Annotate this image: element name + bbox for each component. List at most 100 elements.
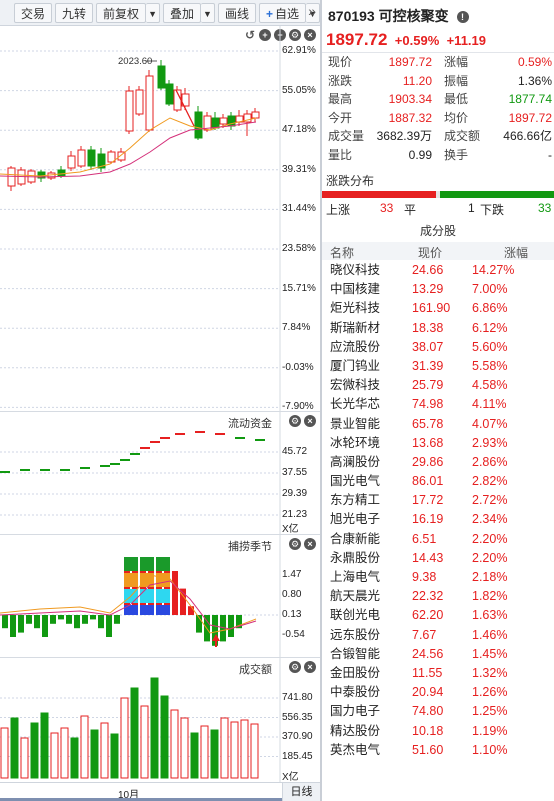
capture-bar [236,615,242,629]
list-item[interactable]: 联创光电 62.20 1.63% [322,606,554,625]
volume-bar [130,687,139,779]
candle-body [77,149,86,167]
watchlist-button[interactable]: + 自选 [259,2,307,23]
quote-key: 今开 [328,110,353,125]
settings-icon[interactable]: ⚙ [289,661,301,673]
settings-icon[interactable]: ⚙ [289,415,301,427]
header-price[interactable]: 现价 [418,246,443,260]
kline-pane[interactable]: ↺ + − ⚙ × 2023.60 62.91%55.05%47.18%39.3… [0,26,320,412]
list-item[interactable]: 东方精工 17.72 2.72% [322,491,554,510]
component-pct: 2.93% [472,435,508,450]
zoom-in-icon[interactable]: + [259,29,271,41]
component-pct: 1.45% [472,646,508,661]
list-item[interactable]: 金田股份 11.55 1.32% [322,664,554,683]
volume-pane[interactable]: 成交额 ⚙ × 741.80 556.35 370.90 185.45 X亿 [0,658,320,783]
quote-value: 0.99 [408,147,432,162]
capture-pane[interactable]: 捕捞季节 ⚙ × 1.47 0.80 0.13 -0.54 [0,535,320,658]
list-item[interactable]: 航天晨光 22.32 1.82% [322,587,554,606]
double-chevron-right-icon[interactable]: » [308,3,316,19]
capture-bar [188,606,194,615]
plus-icon: + [266,6,274,21]
y-tick-label: 31.44% [282,203,316,215]
settings-icon[interactable]: ⚙ [289,538,301,550]
draw-line-button[interactable]: 画线 [218,2,257,23]
list-item[interactable]: 冰轮环境 13.68 2.93% [322,434,554,453]
list-item[interactable]: 应流股份 38.07 5.60% [322,338,554,357]
list-item[interactable]: 英杰电气 51.60 1.10% [322,741,554,760]
capture-line-a [0,574,257,634]
overlay-button[interactable]: 叠加 [163,2,202,23]
component-price: 20.94 [412,685,444,700]
capture-bar [18,615,24,633]
component-price: 74.98 [412,397,444,412]
candle-body [87,149,96,167]
component-price: 16.19 [412,512,444,527]
distribution-counts: 上涨 33 平 1 下跌 33 [322,201,554,217]
list-item[interactable]: 国力电子 74.80 1.25% [322,702,554,721]
component-name: 东方精工 [330,493,381,508]
watchlist-dropdown-icon[interactable]: ▼ [306,2,321,23]
settings-icon[interactable]: ⚙ [289,29,301,41]
header-pct[interactable]: 涨幅 [504,246,529,260]
volume-bar [100,722,109,779]
fund-flow-pane[interactable]: 流动资金 ⚙ × 45.72 37.55 29.39 21.23 X亿 [0,412,320,535]
overlay-dropdown-icon[interactable]: ▼ [201,2,215,23]
nine-turn-button[interactable]: 九转 [55,2,94,23]
list-item[interactable]: 合锻智能 24.56 1.45% [322,645,554,664]
adjust-dropdown-icon[interactable]: ▼ [146,2,161,23]
list-item[interactable]: 长光华芯 74.98 4.11% [322,395,554,414]
component-pct: 6.86% [472,301,508,316]
component-price: 24.66 [412,263,444,277]
list-item[interactable]: 中国核建 13.29 7.00% [322,280,554,299]
capture-chart [0,535,281,658]
quote-value: 11.20 [402,73,432,88]
component-pct: 7.00% [472,282,508,297]
list-item[interactable]: 远东股份 7.67 1.46% [322,626,554,645]
close-icon[interactable]: × [304,661,316,673]
list-item[interactable]: 高澜股份 29.86 2.86% [322,453,554,472]
component-name: 国光电气 [330,474,381,489]
header-name[interactable]: 名称 [330,246,355,260]
panel-divider[interactable] [320,0,322,801]
adjust-button[interactable]: 前复权 [96,2,147,23]
time-axis: 10月 日线 [0,782,320,801]
list-item[interactable]: 永鼎股份 14.43 2.20% [322,549,554,568]
y-tick-label: 55.05% [282,84,316,96]
trade-button[interactable]: 交易 [14,2,53,23]
up-count: 33 [380,201,394,215]
list-item[interactable]: 厦门钨业 31.39 5.58% [322,357,554,376]
capture-bar [114,615,120,624]
list-item[interactable]: 上海电气 9.38 2.18% [322,568,554,587]
close-icon[interactable]: × [304,415,316,427]
list-item[interactable]: 合康新能 6.51 2.20% [322,530,554,549]
capture-bar [34,615,40,629]
component-name: 宏微科技 [330,378,381,393]
list-item[interactable]: 旭光电子 16.19 2.34% [322,510,554,529]
component-price: 86.01 [412,474,444,489]
component-name: 国力电子 [330,704,381,719]
component-price: 14.43 [412,550,444,565]
list-item[interactable]: 晓仪科技 24.66 14.27% [322,261,554,280]
quote-key: 现价 [328,55,353,69]
quote-key: 换手 [444,147,469,162]
list-item[interactable]: 斯瑞新材 18.38 6.12% [322,319,554,338]
chart-scrollbar[interactable] [0,798,282,801]
list-item[interactable]: 国光电气 86.01 2.82% [322,472,554,491]
info-icon[interactable]: ! [456,11,469,23]
list-item[interactable]: 炬光科技 161.90 6.86% [322,299,554,318]
close-icon[interactable]: × [304,538,316,550]
list-item[interactable]: 宏微科技 25.79 4.58% [322,376,554,395]
back-icon[interactable]: ↺ [244,28,256,42]
period-button[interactable]: 日线 [282,783,320,801]
component-price: 17.72 [412,493,444,508]
list-item[interactable]: 中泰股份 20.94 1.26% [322,683,554,702]
capture-controls: ⚙ × [289,538,316,550]
list-item[interactable]: 景业智能 65.78 4.07% [322,415,554,434]
close-icon[interactable]: × [304,29,316,41]
component-pct: 14.27% [472,263,515,277]
y-tick-label: 23.58% [282,243,316,254]
candle-body [97,153,106,169]
list-item[interactable]: 精达股份 10.18 1.19% [322,722,554,741]
component-price: 65.78 [412,416,444,431]
